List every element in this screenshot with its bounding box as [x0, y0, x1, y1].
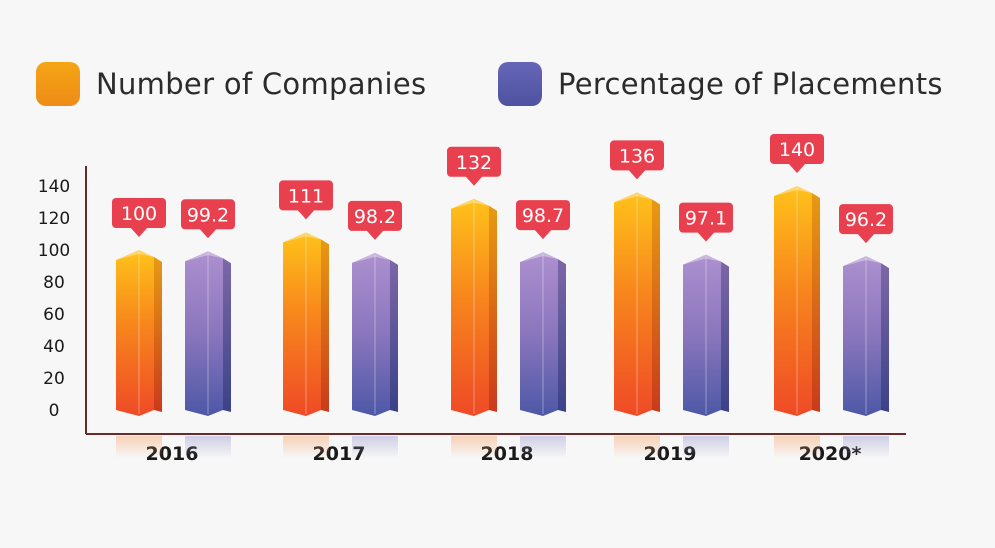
legend-item-companies: Number of Companies: [36, 62, 426, 106]
legend-swatch-placements: [498, 62, 542, 106]
y-tick-label: 80: [43, 273, 65, 293]
bar: [843, 256, 889, 458]
legend-label-companies: Number of Companies: [96, 67, 427, 101]
data-label-text: 140: [779, 139, 815, 161]
data-label-text: 97.1: [685, 208, 727, 230]
y-tick-label: 100: [38, 241, 70, 261]
data-label: 98.2: [348, 200, 402, 240]
data-label-text: 111: [288, 185, 324, 207]
legend-swatch-companies: [36, 62, 80, 106]
bar: [774, 186, 820, 458]
data-label-text: 98.7: [522, 205, 564, 227]
bar: [116, 250, 162, 458]
bar: [451, 198, 497, 458]
y-tick-label: 20: [43, 369, 65, 389]
bar: [683, 254, 729, 458]
bar: [520, 252, 566, 458]
data-label: 96.2: [839, 204, 893, 244]
data-label: 99.2: [181, 199, 235, 239]
data-label: 100: [112, 198, 166, 237]
data-label-text: 100: [121, 203, 157, 225]
data-label: 132: [447, 146, 501, 186]
legend-item-placements: Percentage of Placements: [498, 62, 943, 106]
data-label-text: 132: [456, 152, 492, 174]
data-label: 140: [770, 134, 824, 173]
bars: [116, 186, 889, 458]
bar: [185, 251, 231, 458]
y-tick-label: 140: [38, 177, 70, 197]
bar: [614, 192, 660, 458]
y-tick-label: 0: [49, 401, 60, 421]
data-label-text: 99.2: [187, 204, 229, 226]
data-label: 98.7: [516, 200, 570, 240]
bar: [283, 232, 329, 458]
data-label-text: 98.2: [354, 206, 396, 228]
bar: [352, 252, 398, 458]
y-tick-label: 120: [38, 209, 70, 229]
data-labels: 100 111 132 136 140 99.2 98.2 98.7 97.1 96.2: [112, 134, 893, 244]
data-label: 136: [610, 140, 664, 180]
data-label-text: 136: [619, 145, 655, 167]
y-tick-label: 60: [43, 305, 65, 325]
legend: Number of Companies Percentage of Placem…: [0, 62, 995, 112]
data-label: 97.1: [679, 202, 733, 242]
y-tick-label: 40: [43, 337, 65, 357]
data-label-text: 96.2: [845, 209, 887, 231]
legend-label-placements: Percentage of Placements: [558, 67, 943, 101]
data-label: 111: [279, 180, 333, 220]
